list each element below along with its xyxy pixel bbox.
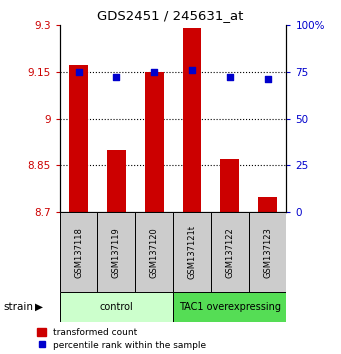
Point xyxy=(76,69,81,74)
Text: control: control xyxy=(100,302,133,312)
Text: GSM137120: GSM137120 xyxy=(150,227,159,278)
Text: ▶: ▶ xyxy=(35,302,43,312)
Bar xyxy=(258,197,277,212)
Bar xyxy=(107,150,126,212)
Legend: transformed count, percentile rank within the sample: transformed count, percentile rank withi… xyxy=(37,328,207,350)
FancyBboxPatch shape xyxy=(60,292,173,322)
Point xyxy=(265,76,270,82)
Bar xyxy=(69,65,88,212)
FancyBboxPatch shape xyxy=(60,212,98,292)
FancyBboxPatch shape xyxy=(249,212,286,292)
FancyBboxPatch shape xyxy=(211,212,249,292)
Text: GSM137123: GSM137123 xyxy=(263,227,272,278)
Bar xyxy=(182,28,202,212)
Bar xyxy=(220,159,239,212)
Point xyxy=(189,67,195,73)
Text: GDS2451 / 245631_at: GDS2451 / 245631_at xyxy=(97,9,244,22)
Point xyxy=(151,69,157,74)
Text: TAC1 overexpressing: TAC1 overexpressing xyxy=(179,302,281,312)
FancyBboxPatch shape xyxy=(173,292,286,322)
Text: strain: strain xyxy=(3,302,33,312)
FancyBboxPatch shape xyxy=(173,212,211,292)
Point xyxy=(114,74,119,80)
FancyBboxPatch shape xyxy=(135,212,173,292)
Text: GSM137122: GSM137122 xyxy=(225,227,234,278)
FancyBboxPatch shape xyxy=(98,212,135,292)
Text: GSM137119: GSM137119 xyxy=(112,227,121,278)
Text: GSM137118: GSM137118 xyxy=(74,227,83,278)
Point xyxy=(227,74,233,80)
Text: GSM137121t: GSM137121t xyxy=(188,225,196,279)
Bar xyxy=(145,72,164,212)
